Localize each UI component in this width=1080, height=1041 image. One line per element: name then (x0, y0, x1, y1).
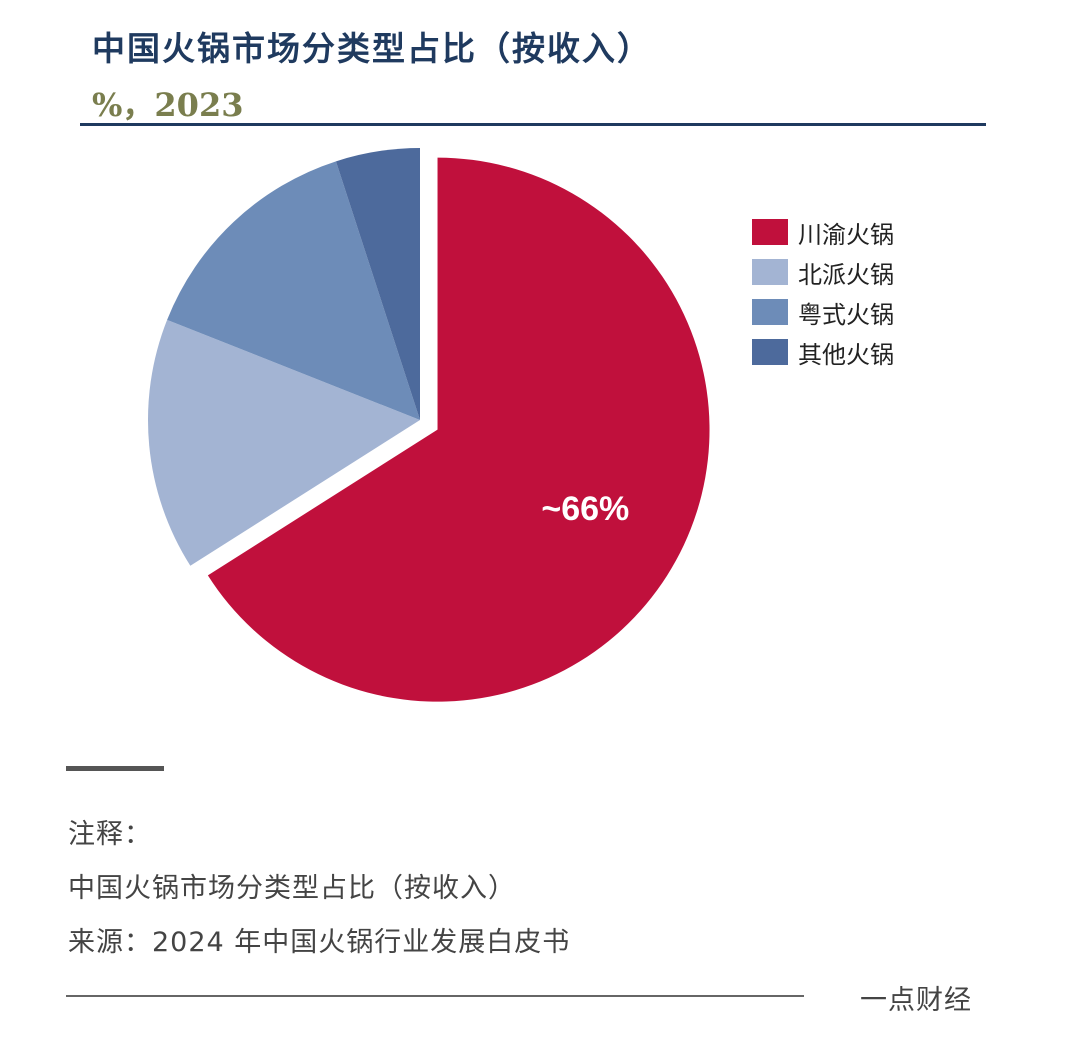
slice-beipai (148, 319, 420, 566)
slice-yueshi (167, 161, 420, 420)
legend-swatch (752, 339, 788, 365)
slice-chuanyu (207, 157, 710, 702)
slice-qita (335, 148, 420, 420)
legend-label: 北派火锅 (798, 260, 894, 289)
chart-legend: 川渝火锅 北派火锅 粤式火锅 其他火锅 (752, 212, 894, 372)
brand-watermark: 一点财经 (860, 985, 972, 1016)
legend-item-yueshi: 粤式火锅 (752, 292, 894, 332)
chart-title: 中国火锅市场分类型占比（按收入） (92, 29, 652, 68)
notes-line: 中国火锅市场分类型占比（按收入） (68, 873, 516, 904)
title-divider (80, 123, 986, 126)
legend-label: 其他火锅 (798, 340, 894, 369)
legend-label: 川渝火锅 (798, 220, 894, 249)
legend-swatch (752, 299, 788, 325)
pie-chart: ~66% (148, 148, 710, 702)
legend-item-beipai: 北派火锅 (752, 252, 894, 292)
chart-subtitle: %，2023 (92, 86, 244, 124)
legend-item-qita: 其他火锅 (752, 332, 894, 372)
source-line: 来源：2024 年中国火锅行业发展白皮书 (68, 927, 571, 958)
footer-divider (66, 995, 804, 997)
notes-divider (66, 766, 164, 771)
data-label-chuanyu: ~66% (541, 490, 629, 528)
legend-swatch (752, 219, 788, 245)
legend-swatch (752, 259, 788, 285)
notes-heading: 注释： (68, 819, 152, 850)
legend-item-chuanyu: 川渝火锅 (752, 212, 894, 252)
legend-label: 粤式火锅 (798, 300, 894, 329)
